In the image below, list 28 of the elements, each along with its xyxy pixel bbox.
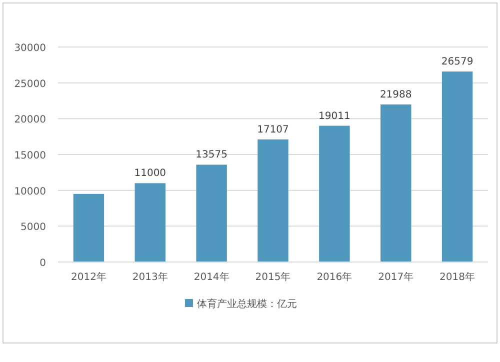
bar: [196, 164, 227, 262]
y-tick-label: 5000: [20, 222, 46, 234]
bar: [258, 139, 288, 262]
x-tick-label: 2015年: [255, 271, 291, 283]
x-tick-label: 2016年: [316, 271, 352, 283]
bar: [319, 126, 350, 262]
x-tick-label: 2014年: [194, 271, 230, 283]
x-tick-label: 2012年: [70, 271, 106, 283]
data-label: 26579: [441, 56, 474, 68]
data-label: 19011: [318, 110, 350, 122]
legend-label: 体育产业总规模：亿元: [197, 298, 297, 310]
y-tick-label: 25000: [14, 78, 46, 90]
bar: [442, 72, 473, 262]
bar: [73, 194, 104, 262]
data-label: 21988: [380, 89, 412, 100]
data-label: 11000: [134, 168, 166, 180]
y-tick-label: 0: [40, 258, 46, 269]
bar: [134, 183, 166, 262]
data-label: 17107: [257, 124, 289, 136]
data-label: 13575: [196, 150, 228, 161]
y-tick-label: 30000: [14, 43, 46, 54]
x-tick-label: 2017年: [378, 271, 414, 283]
y-tick-label: 15000: [14, 150, 46, 162]
x-tick-label: 2013年: [132, 271, 168, 283]
bar: [380, 104, 412, 262]
x-tick-label: 2018年: [440, 271, 476, 283]
y-tick-label: 20000: [14, 114, 46, 126]
y-tick-label: 10000: [14, 186, 46, 198]
